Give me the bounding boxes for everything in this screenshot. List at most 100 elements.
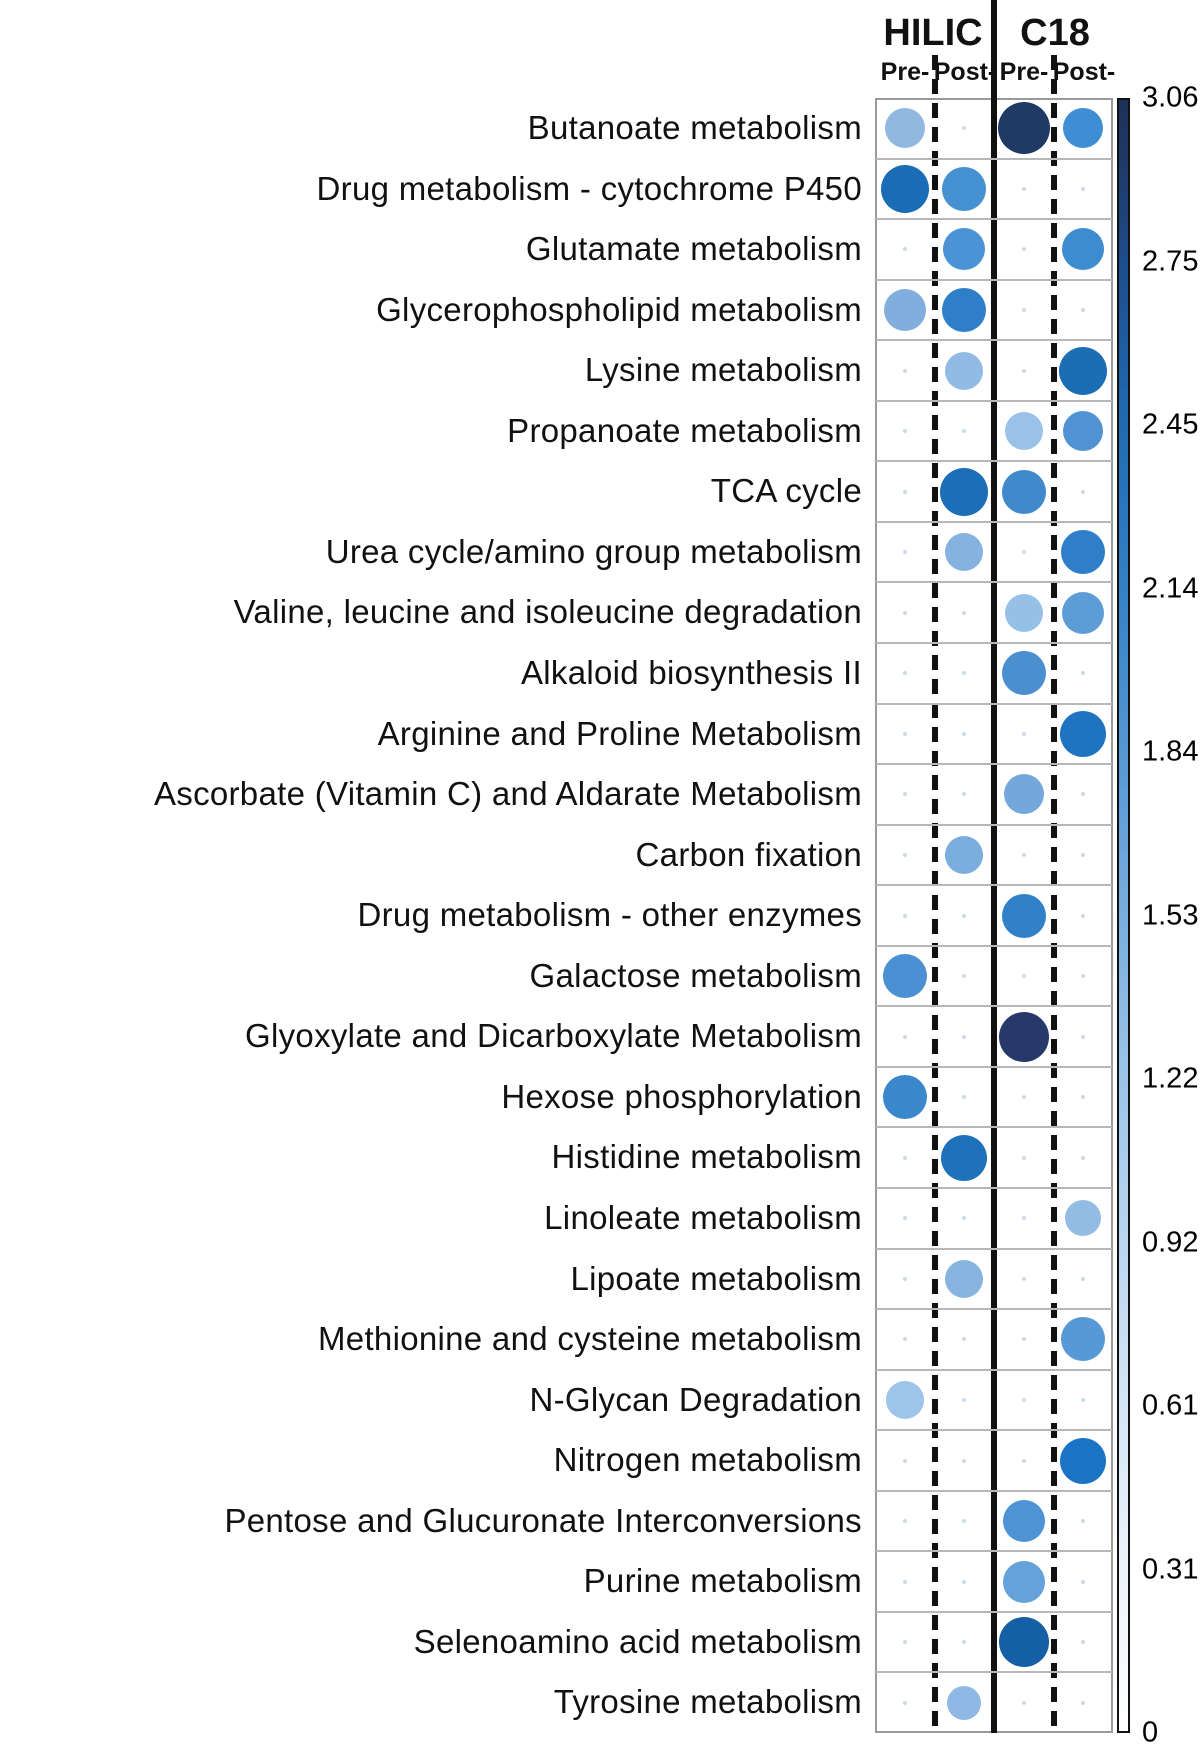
empty-cell-marker [1021, 368, 1026, 373]
empty-cell-marker [962, 1095, 967, 1100]
data-dot [1063, 108, 1104, 149]
empty-cell-marker [1021, 247, 1026, 252]
empty-cell-marker [902, 731, 907, 736]
grid-row-line [876, 944, 1112, 947]
grid-row-line [876, 399, 1112, 402]
empty-cell-marker [1081, 1579, 1086, 1584]
empty-cell-marker [1021, 1216, 1026, 1221]
grid-row-line [876, 1429, 1112, 1432]
data-dot [884, 108, 925, 149]
column-group-label-c18: C18 [1020, 12, 1090, 54]
data-dot [942, 287, 987, 332]
empty-cell-marker [1021, 186, 1026, 191]
empty-cell-marker [962, 1337, 967, 1342]
column-group-label-hilic: HILIC [883, 12, 983, 54]
grid-row-line [876, 278, 1112, 281]
data-dot [947, 1685, 982, 1720]
empty-cell-marker [902, 368, 907, 373]
empty-cell-marker [1021, 1276, 1026, 1281]
grid-row-line [876, 1308, 1112, 1311]
empty-cell-marker [1081, 1034, 1086, 1039]
grid-row-line [876, 702, 1112, 705]
data-dot [1065, 1200, 1102, 1237]
row-label: Alkaloid biosynthesis II [520, 654, 862, 691]
data-dot [1001, 893, 1046, 938]
row-label: Propanoate metabolism [507, 411, 862, 449]
row-label: Linoleate metabolism [544, 1199, 862, 1236]
empty-cell-marker [962, 1034, 967, 1039]
empty-cell-marker [1021, 974, 1026, 979]
row-label: Drug metabolism - cytochrome P450 [316, 169, 862, 207]
empty-cell-marker [962, 1397, 967, 1402]
empty-cell-marker [902, 913, 907, 918]
colorbar-tick-label: 2.75 [1142, 245, 1199, 277]
empty-cell-marker [902, 1034, 907, 1039]
empty-cell-marker [902, 671, 907, 676]
empty-cell-marker [1081, 1640, 1086, 1645]
colorbar-tick-label: 0.61 [1142, 1389, 1199, 1422]
empty-cell-marker [902, 1276, 907, 1281]
empty-cell-marker [1021, 1397, 1026, 1402]
empty-cell-marker [962, 610, 967, 615]
row-label: Lipoate metabolism [570, 1259, 862, 1297]
empty-cell-marker [902, 429, 907, 434]
empty-cell-marker [902, 792, 907, 797]
grid-row-line [876, 520, 1112, 523]
grid-row-line [876, 763, 1112, 766]
empty-cell-marker [1081, 1276, 1086, 1281]
colorbar-tick-label: 3.06 [1142, 81, 1199, 114]
row-label: Glycerophospholipid metabolism [376, 290, 862, 328]
data-dot [942, 166, 987, 211]
data-dot [1002, 1500, 1045, 1543]
data-dot [882, 954, 927, 999]
grid-row-line [876, 823, 1112, 826]
row-label: Glyoxylate and Dicarboxylate Metabolism [245, 1017, 862, 1055]
data-dot [882, 1075, 927, 1120]
grid-row-line [876, 339, 1112, 342]
empty-cell-marker [962, 913, 967, 918]
grid-row-line [876, 1126, 1112, 1129]
empty-cell-marker [1021, 852, 1026, 857]
empty-cell-marker [1081, 913, 1086, 918]
colorbar-tick-label: 1.84 [1142, 735, 1199, 768]
data-dot [998, 1617, 1049, 1668]
empty-cell-marker [902, 1337, 907, 1342]
row-label: Valine, leucine and isoleucine degradati… [233, 593, 862, 631]
empty-cell-marker [1021, 1155, 1026, 1160]
empty-cell-marker [1021, 1337, 1026, 1342]
row-label: Arginine and Proline Metabolism [377, 714, 862, 752]
empty-cell-marker [902, 1519, 907, 1524]
empty-cell-marker [1021, 731, 1026, 736]
grid-row-line [876, 1247, 1112, 1250]
grid-row-line [876, 157, 1112, 160]
data-dot [880, 164, 929, 213]
data-dot [1061, 1317, 1106, 1362]
empty-cell-marker [902, 550, 907, 555]
empty-cell-marker [962, 126, 967, 131]
empty-cell-marker [962, 1216, 967, 1221]
row-label: Histidine metabolism [551, 1138, 862, 1176]
colorbar-tick-label: 2.14 [1142, 572, 1199, 604]
row-label: Carbon fixation [635, 835, 862, 873]
data-dot [945, 533, 984, 572]
empty-cell-marker [902, 852, 907, 857]
empty-cell-marker [1021, 1458, 1026, 1463]
empty-cell-marker [1021, 1700, 1026, 1705]
grid-row-line [876, 1187, 1112, 1189]
empty-cell-marker [1021, 550, 1026, 555]
grid-row-line [876, 1065, 1112, 1068]
empty-cell-marker [962, 792, 967, 797]
colorbar-tick-label: 1.22 [1142, 1062, 1199, 1095]
data-dot [1060, 1437, 1107, 1484]
empty-cell-marker [1081, 1519, 1086, 1524]
empty-cell-marker [962, 731, 967, 736]
data-dot [941, 1134, 988, 1181]
data-dot [997, 102, 1050, 155]
subheader-c18-post: Post- [1052, 58, 1116, 86]
empty-cell-marker [902, 247, 907, 252]
grid-row-line [876, 1610, 1112, 1613]
empty-cell-marker [962, 1640, 967, 1645]
empty-cell-marker [1081, 307, 1086, 312]
row-label: Drug metabolism - other enzymes [357, 896, 862, 934]
empty-cell-marker [1081, 792, 1086, 797]
